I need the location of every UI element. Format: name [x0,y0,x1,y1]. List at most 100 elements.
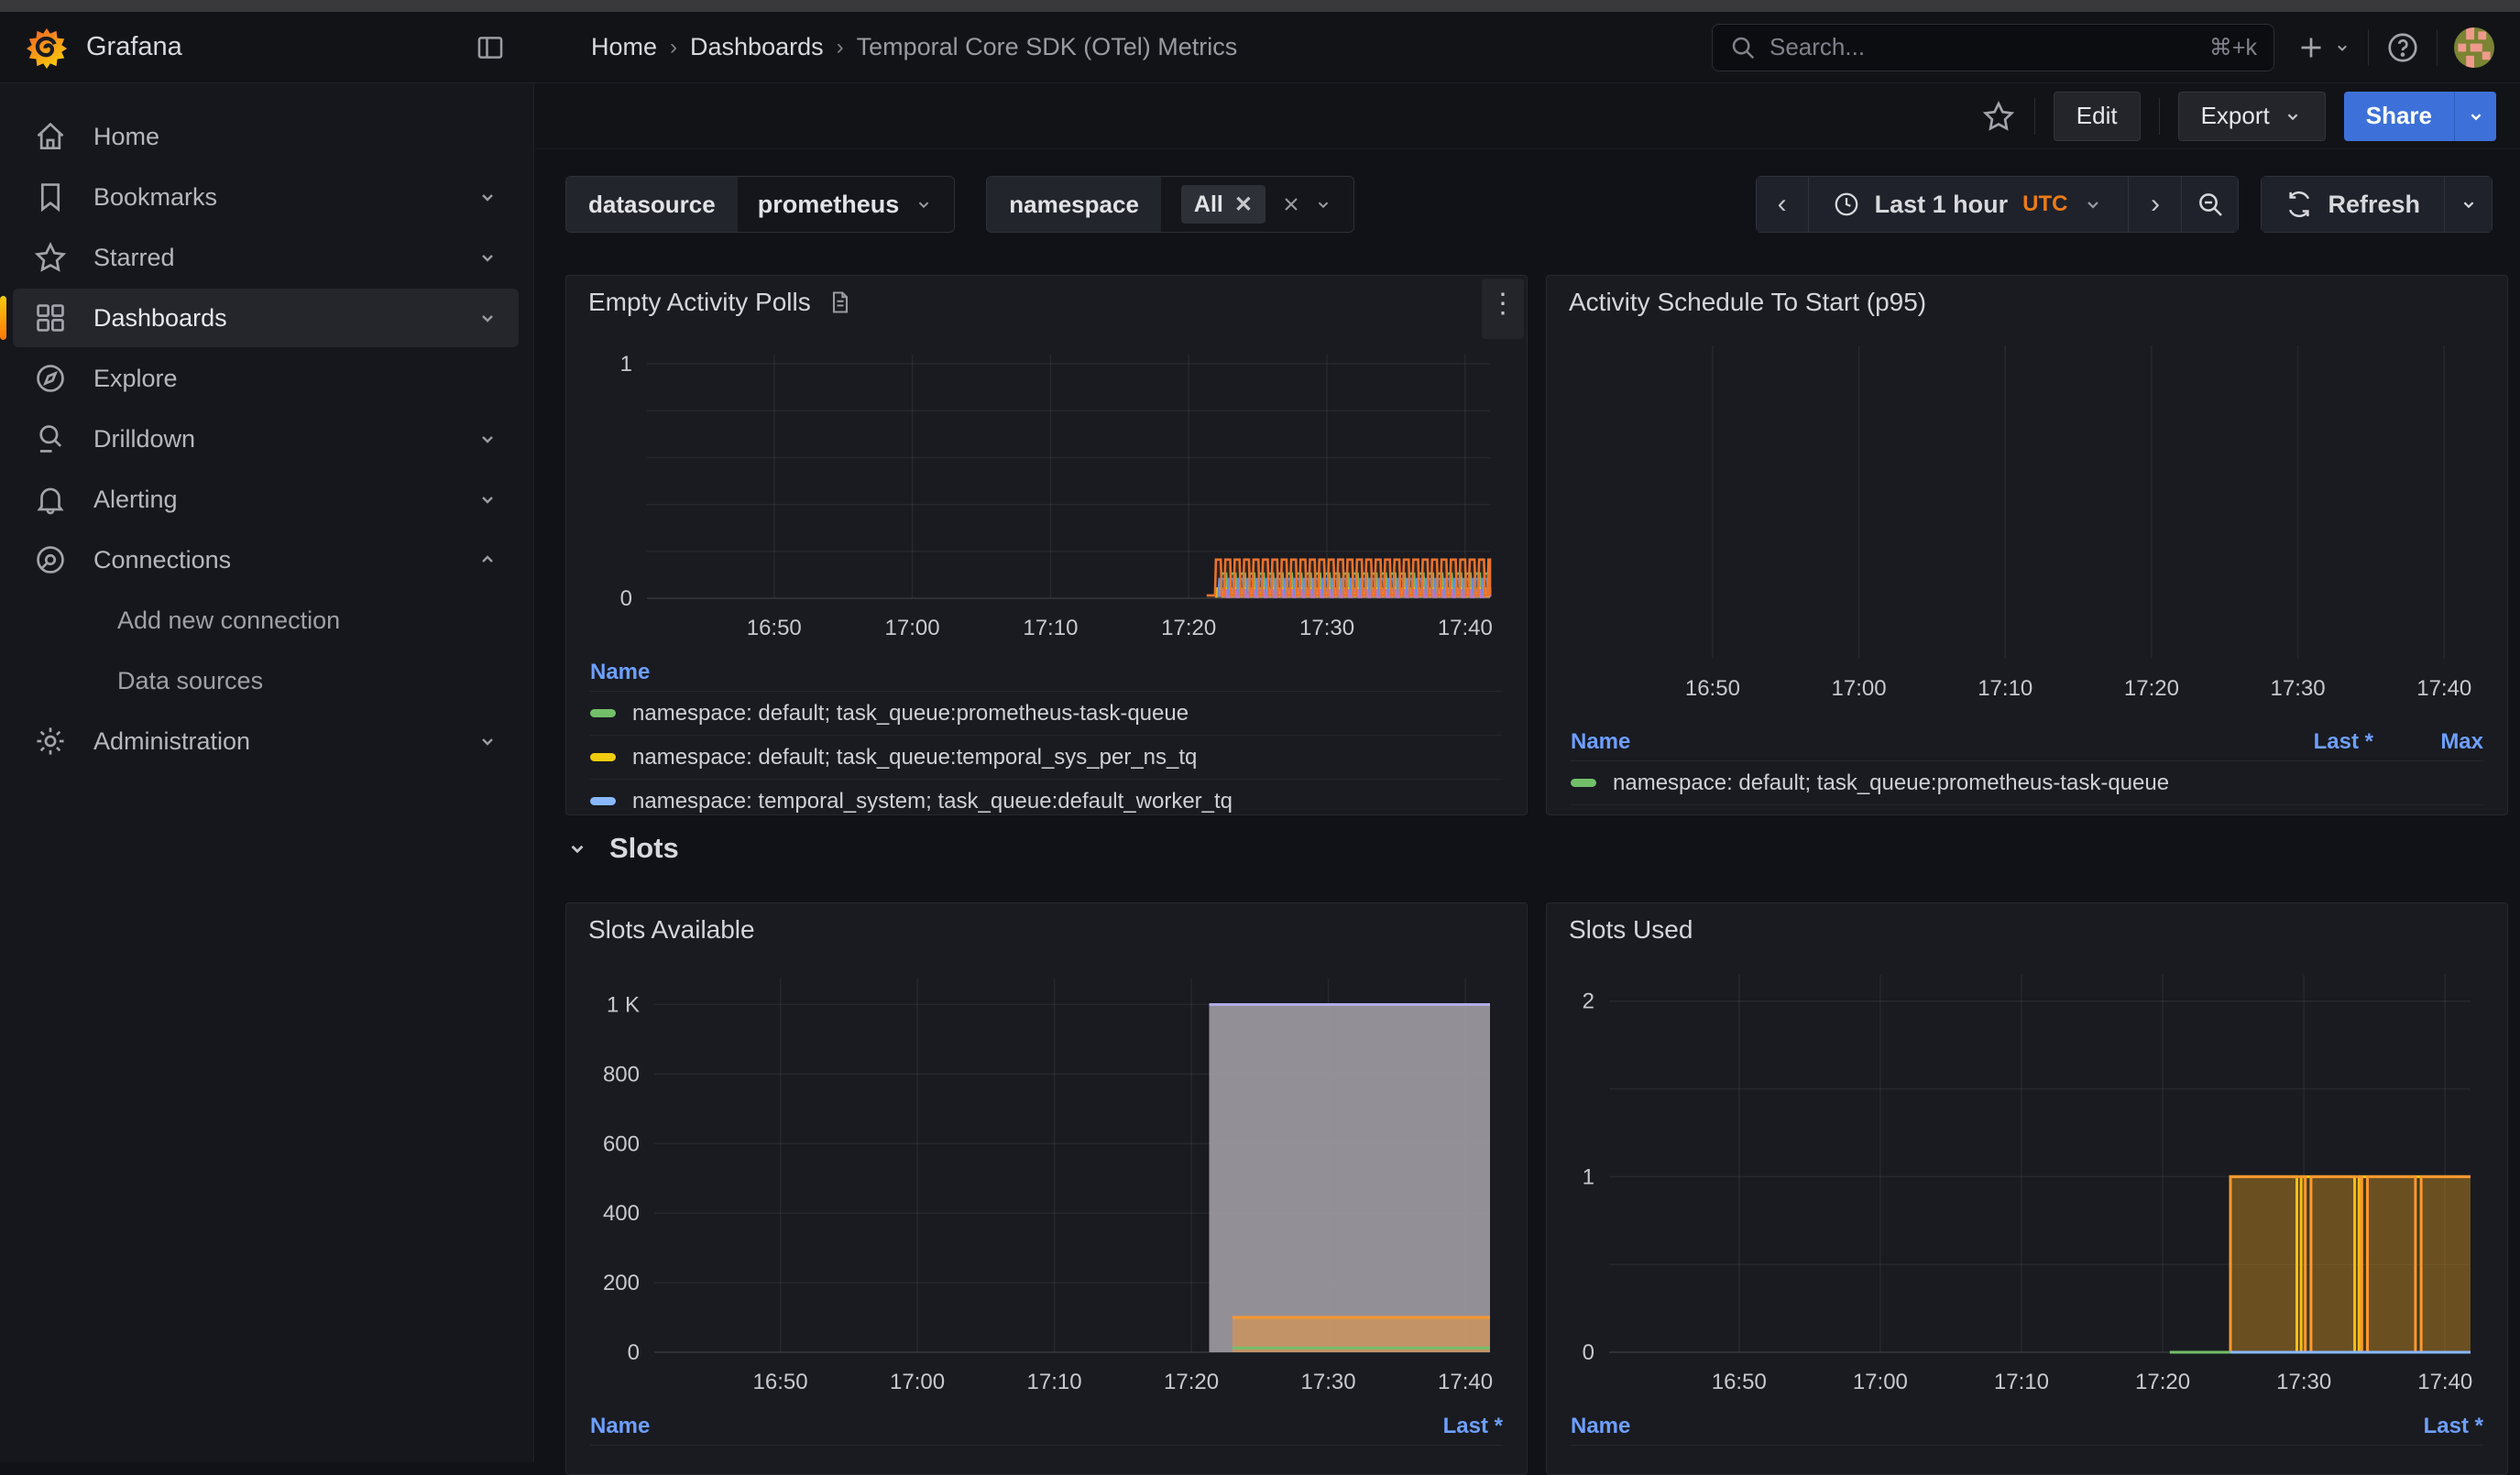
sidebar-item-add-new-connection[interactable]: Add new connection [13,591,519,650]
sidebar-item-starred[interactable]: Starred [13,228,519,287]
brand-name: Grafana [86,32,182,61]
chevron-down-icon [477,186,499,208]
user-avatar[interactable] [2454,27,2494,68]
svg-text:1: 1 [620,352,632,377]
svg-text:17:40: 17:40 [1438,1370,1493,1394]
divider [2368,28,2369,66]
sidebar-item-bookmarks[interactable]: Bookmarks [13,168,519,226]
legend-col-name[interactable]: Name [1571,728,1631,754]
search-icon [1729,34,1757,61]
timeseries-chart[interactable]: 16:50 17:00 17:10 17:20 17:30 17:40 0 1 [588,329,1507,656]
clock-icon [1835,192,1857,216]
time-shift-forward-button[interactable]: › [2129,176,2183,233]
timeseries-chart[interactable]: 16:50 17:00 17:10 17:20 17:30 17:40 [1569,323,2487,720]
sidebar-item-explore[interactable]: Explore [13,349,519,408]
sidebar-item-alerting[interactable]: Alerting [13,470,519,529]
breadcrumb-home[interactable]: Home [591,33,658,60]
panel-legend: Name namespace: default; task_queue:prome… [590,653,1503,814]
svg-text:17:20: 17:20 [1164,1370,1219,1394]
legend-col-last[interactable]: Last * [1442,1413,1503,1438]
time-range-picker[interactable]: Last 1 hour UTC [1808,176,2130,233]
svg-text:17:00: 17:00 [1853,1370,1908,1394]
sidebar-item-drilldown[interactable]: Drilldown [13,410,519,468]
panel-legend: Name Last * [1571,1407,2483,1446]
chart-canvas: 16:50 17:00 17:10 17:20 17:30 17:40 0 1 [620,352,1493,640]
chevron-down-icon [2471,113,2481,120]
namespace-select[interactable]: All ✕ [1160,177,1353,232]
sidebar-item-data-sources[interactable]: Data sources [13,651,519,710]
sidebar-item-label: Drilldown [93,424,196,453]
svg-text:400: 400 [603,1201,640,1226]
svg-text:17:30: 17:30 [1301,1370,1356,1394]
sidebar-item-home[interactable]: Home [13,107,519,166]
breadcrumb-current: Temporal Core SDK (OTel) Metrics [856,33,1238,60]
legend-series-label: namespace: default; task_queue:prometheu… [1613,770,2170,795]
chevron-down-icon [2338,45,2347,51]
svg-text:17:20: 17:20 [1161,616,1216,640]
legend-col-last[interactable]: Last * [2313,728,2373,754]
datasource-select[interactable]: prometheus [737,177,955,232]
divider [2158,97,2160,135]
timeseries-chart[interactable]: 16:50 17:00 17:10 17:20 17:30 17:40 0 1 2 [1569,955,2487,1408]
sidebar-item-administration[interactable]: Administration [13,712,519,770]
chevron-down-icon[interactable] [1313,194,1333,214]
refresh-button[interactable]: Refresh [2261,176,2445,233]
time-shift-back-button[interactable]: ‹ [1755,176,1809,233]
datasource-label: datasource [566,177,738,232]
clear-all-icon[interactable] [1280,193,1302,215]
grafana-logo-icon[interactable] [26,27,68,69]
series-area-slots-used-yellow [2230,1176,2471,1352]
legend-col-last[interactable]: Last * [2423,1413,2483,1438]
sidebar-item-connections[interactable]: Connections [13,530,519,589]
svg-text:17:10: 17:10 [1978,676,2032,701]
zoom-out-time-button[interactable] [2182,176,2240,233]
svg-text:1: 1 [1583,1164,1594,1189]
breadcrumb-dashboards[interactable]: Dashboards [690,33,824,60]
favorite-star-icon[interactable] [1981,99,2016,134]
legend-row[interactable]: namespace: temporal_system; task_queue:d… [590,780,1503,814]
panel-description-icon[interactable] [827,290,853,315]
panel-header[interactable]: Slots Used [1547,903,2507,956]
timeseries-chart[interactable]: 16:50 17:00 17:10 17:20 17:30 17:40 0 200 400 600… [588,955,1507,1408]
chevron-down-icon [2463,202,2473,209]
legend-col-name[interactable]: Name [590,659,651,684]
export-button[interactable]: Export [2177,91,2326,141]
row-title: Slots [609,832,679,864]
breadcrumb: Home › Dashboards › Temporal Core SDK (O… [591,33,1237,61]
add-new-button[interactable] [2295,31,2351,64]
gear-icon [33,724,70,759]
sidebar-item-dashboards[interactable]: Dashboards [0,289,519,347]
home-icon [33,119,70,154]
nav-actions [2295,27,2494,68]
panel-header[interactable]: Activity Schedule To Start (p95) [1547,276,2507,329]
sidebar-toggle-icon[interactable] [472,29,509,66]
legend-row[interactable]: namespace: default; task_queue:temporal_… [590,736,1503,780]
help-icon[interactable] [2385,30,2420,65]
breadcrumb-separator: › [670,34,678,60]
svg-text:800: 800 [603,1062,640,1087]
sidebar-item-label: Connections [93,545,232,574]
legend-header: Name Last * Max [1571,723,2483,761]
legend-col-name[interactable]: Name [1571,1413,1631,1438]
panel-header[interactable]: Slots Available [566,903,1527,956]
legend-row[interactable]: namespace: default; task_queue:prometheu… [1571,761,2483,805]
share-button[interactable]: Share [2343,91,2454,141]
edit-button[interactable]: Edit [2053,91,2141,141]
panel-menu-button[interactable]: ⋮ [1482,279,1524,339]
svg-text:600: 600 [603,1131,640,1156]
legend-series-label: namespace: default; task_queue:temporal_… [632,744,1198,770]
svg-text:17:10: 17:10 [1994,1370,2049,1394]
row-slots-toggle[interactable]: Slots [565,832,679,865]
legend-row[interactable]: namespace: default; task_queue:prometheu… [590,692,1503,736]
namespace-chip-all[interactable]: All ✕ [1180,185,1265,224]
remove-chip-icon[interactable]: ✕ [1233,191,1253,217]
search-input[interactable]: Search... ⌘+k [1712,23,2274,71]
legend-col-max[interactable]: Max [2440,728,2483,754]
refresh-interval-chevron[interactable] [2445,176,2493,233]
panel-header[interactable]: Empty Activity Polls [566,276,1527,329]
share-dropdown-chevron[interactable] [2454,91,2496,141]
variable-namespace: namespace All ✕ [986,176,1354,233]
svg-text:17:30: 17:30 [2271,676,2326,701]
legend-col-name[interactable]: Name [590,1413,651,1438]
legend-header: Name [590,653,1503,692]
